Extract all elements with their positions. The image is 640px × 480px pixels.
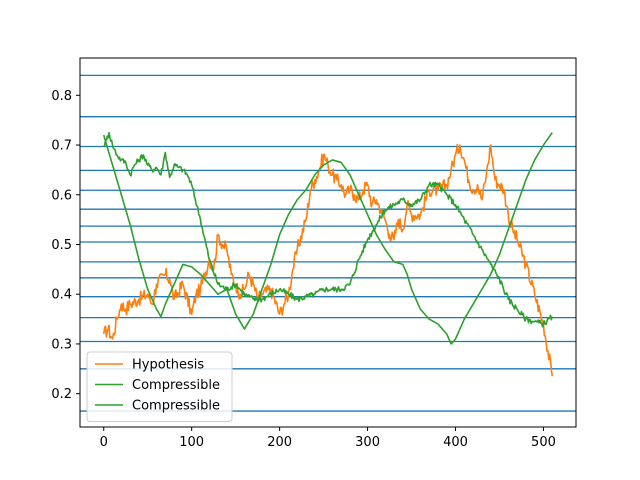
- y-tick-label: 0.6: [51, 188, 72, 203]
- series-line-0: [102, 143, 554, 377]
- legend: Hypothesis Compressible Compressible: [86, 351, 233, 422]
- y-tick-label: 0.7: [51, 139, 72, 154]
- legend-label-0: Hypothesis: [132, 358, 204, 373]
- x-tick-label: 300: [355, 435, 380, 450]
- y-tick-label: 0.4: [51, 288, 72, 303]
- x-tick-label: 0: [100, 435, 108, 450]
- axes-frame: [79, 57, 577, 428]
- series-lines: [102, 131, 554, 377]
- y-tick-label: 0.3: [51, 337, 72, 352]
- legend-box: [86, 351, 233, 422]
- x-tick-label: 100: [179, 435, 204, 450]
- legend-label-1: Compressible: [132, 378, 220, 393]
- x-tick-label: 400: [443, 435, 468, 450]
- x-tick-label: 500: [531, 435, 556, 450]
- x-axis: 0 100 200 300 400 500: [100, 427, 556, 450]
- series-line-1: [103, 131, 554, 328]
- x-tick-label: 200: [267, 435, 292, 450]
- series-line-2: [102, 132, 553, 345]
- y-tick-label: 0.5: [51, 238, 72, 253]
- legend-label-2: Compressible: [132, 399, 220, 414]
- y-tick-label: 0.2: [51, 387, 72, 402]
- y-tick-label: 0.8: [51, 89, 72, 104]
- y-axis: 0.2 0.3 0.4 0.5 0.6 0.7 0.8: [51, 89, 80, 402]
